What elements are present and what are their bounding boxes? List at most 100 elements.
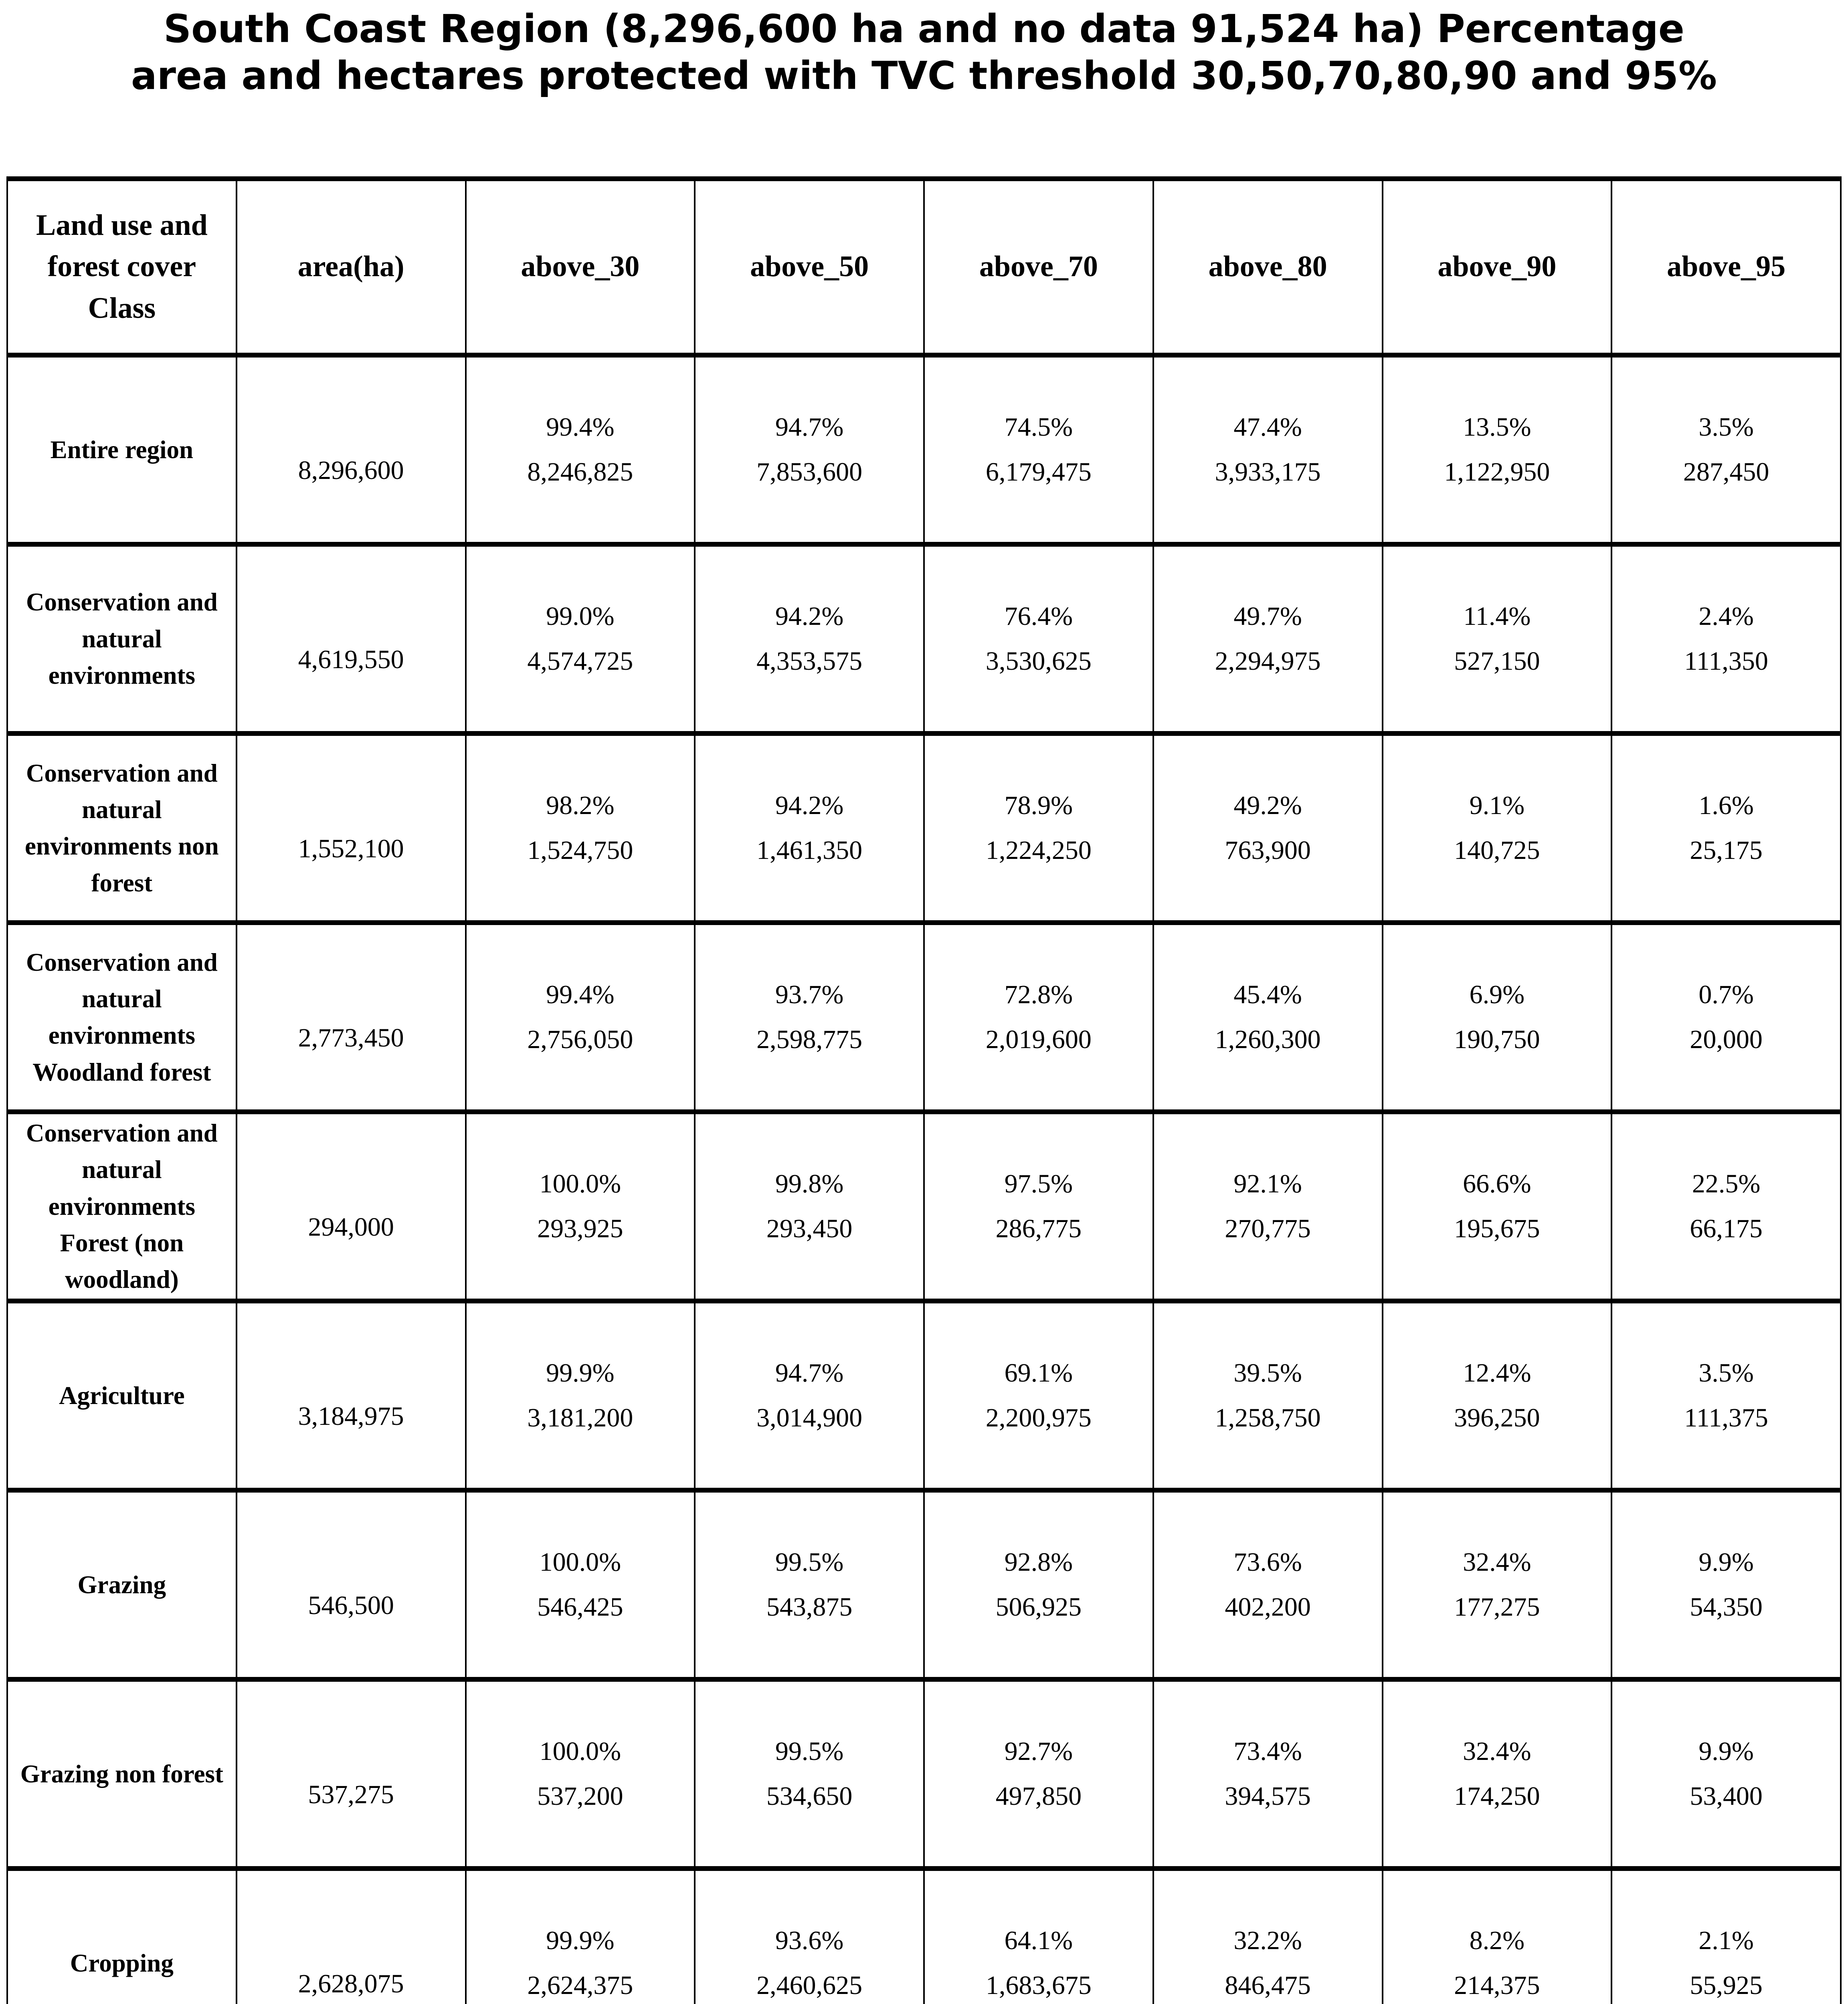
threshold-cell: 100.0% 546,425 xyxy=(465,1488,696,1682)
hectares-value: 8,246,825 xyxy=(527,457,633,487)
hectares-value: 293,450 xyxy=(766,1214,853,1244)
area-value: 2,628,075 xyxy=(298,1969,404,1999)
hectares-value: 394,575 xyxy=(1225,1782,1311,1811)
row-label: Cropping xyxy=(6,1866,237,2004)
percent-value: 9.9% xyxy=(1698,1737,1754,1766)
hectares-value: 543,875 xyxy=(766,1592,853,1622)
threshold-cell: 74.5% 6,179,475 xyxy=(923,353,1154,547)
percent-value: 92.7% xyxy=(1004,1737,1073,1766)
column-header-above_80: above_80 xyxy=(1152,176,1383,358)
percent-value: 76.4% xyxy=(1004,602,1073,631)
hectares-value: 1,224,250 xyxy=(985,836,1092,865)
threshold-cell: 2.1% 55,925 xyxy=(1611,1866,1842,2004)
hectares-value: 546,425 xyxy=(537,1592,623,1622)
hectares-value: 20,000 xyxy=(1690,1025,1763,1055)
percent-value: 73.4% xyxy=(1233,1737,1302,1766)
hectares-value: 7,853,600 xyxy=(756,457,863,487)
percent-value: 99.4% xyxy=(546,412,615,442)
hectares-value: 2,200,975 xyxy=(985,1403,1092,1433)
threshold-cell: 47.4% 3,933,175 xyxy=(1152,353,1383,547)
hectares-value: 111,375 xyxy=(1684,1403,1768,1433)
area-value: 2,773,450 xyxy=(298,1023,404,1053)
threshold-cell: 64.1% 1,683,675 xyxy=(923,1866,1154,2004)
hectares-value: 2,624,375 xyxy=(527,1971,633,2000)
percent-value: 99.4% xyxy=(546,980,615,1010)
hectares-value: 1,122,950 xyxy=(1444,457,1550,487)
percent-value: 98.2% xyxy=(546,791,615,820)
hectares-value: 174,250 xyxy=(1454,1782,1540,1811)
percent-value: 99.9% xyxy=(546,1926,615,1956)
hectares-value: 53,400 xyxy=(1690,1782,1763,1811)
percent-value: 94.7% xyxy=(775,412,844,442)
threshold-cell: 99.9% 3,181,200 xyxy=(465,1299,696,1493)
hectares-value: 1,524,750 xyxy=(527,836,633,865)
area-cell: 1,552,100 xyxy=(235,731,467,925)
threshold-cell: 3.5% 287,450 xyxy=(1611,353,1842,547)
column-header-above_95: above_95 xyxy=(1611,176,1842,358)
threshold-cell: 73.6% 402,200 xyxy=(1152,1488,1383,1682)
hectares-value: 286,775 xyxy=(995,1214,1082,1244)
hectares-value: 2,598,775 xyxy=(756,1025,863,1055)
threshold-cell: 73.4% 394,575 xyxy=(1152,1677,1383,1871)
threshold-cell: 100.0% 293,925 xyxy=(465,1109,696,1304)
percent-value: 49.2% xyxy=(1233,791,1302,820)
hectares-value: 497,850 xyxy=(995,1782,1082,1811)
hectares-value: 846,475 xyxy=(1225,1971,1311,2000)
percent-value: 47.4% xyxy=(1233,412,1302,442)
area-value: 546,500 xyxy=(308,1591,394,1620)
row-label: Entire region xyxy=(6,353,237,547)
percent-value: 99.9% xyxy=(546,1358,615,1388)
threshold-cell: 94.2% 4,353,575 xyxy=(694,542,925,736)
header-row: Land use and forest cover Class area(ha) a… xyxy=(6,176,1842,358)
threshold-cell: 99.5% 543,875 xyxy=(694,1488,925,1682)
threshold-cell: 76.4% 3,530,625 xyxy=(923,542,1154,736)
threshold-cell: 99.0% 4,574,725 xyxy=(465,542,696,736)
hectares-value: 190,750 xyxy=(1454,1025,1540,1055)
percent-value: 92.1% xyxy=(1233,1169,1302,1199)
threshold-cell: 1.6% 25,175 xyxy=(1611,731,1842,925)
percent-value: 94.2% xyxy=(775,602,844,631)
threshold-cell: 32.4% 174,250 xyxy=(1381,1677,1613,1871)
table-row: Grazing 546,500 100.0% 546,425 99.5% 543,875 9… xyxy=(6,1488,1842,1682)
threshold-cell: 69.1% 2,200,975 xyxy=(923,1299,1154,1493)
column-header-above_90: above_90 xyxy=(1381,176,1613,358)
threshold-cell: 9.9% 54,350 xyxy=(1611,1488,1842,1682)
hectares-value: 214,375 xyxy=(1454,1971,1540,2000)
area-cell: 2,628,075 xyxy=(235,1866,467,2004)
hectares-value: 1,461,350 xyxy=(756,836,863,865)
threshold-cell: 45.4% 1,260,300 xyxy=(1152,920,1383,1115)
threshold-cell: 98.2% 1,524,750 xyxy=(465,731,696,925)
area-value: 3,184,975 xyxy=(298,1402,404,1431)
threshold-cell: 0.7% 20,000 xyxy=(1611,920,1842,1115)
hectares-value: 534,650 xyxy=(766,1782,853,1811)
threshold-cell: 3.5% 111,375 xyxy=(1611,1299,1842,1493)
threshold-cell: 93.7% 2,598,775 xyxy=(694,920,925,1115)
hectares-value: 763,900 xyxy=(1225,836,1311,865)
hectares-value: 2,294,975 xyxy=(1215,646,1321,676)
table-row: Conservation and natural environments Wo… xyxy=(6,920,1842,1115)
threshold-cell: 13.5% 1,122,950 xyxy=(1381,353,1613,547)
percent-value: 49.7% xyxy=(1233,602,1302,631)
column-header-above_30: above_30 xyxy=(465,176,696,358)
percent-value: 13.5% xyxy=(1463,412,1531,442)
hectares-value: 55,925 xyxy=(1690,1971,1763,2000)
hectares-value: 111,350 xyxy=(1684,646,1768,676)
percent-value: 2.4% xyxy=(1698,602,1754,631)
percent-value: 6.9% xyxy=(1469,980,1525,1010)
threshold-cell: 99.5% 534,650 xyxy=(694,1677,925,1871)
percent-value: 93.7% xyxy=(775,980,844,1010)
percent-value: 12.4% xyxy=(1463,1358,1531,1388)
threshold-cell: 92.8% 506,925 xyxy=(923,1488,1154,1682)
hectares-value: 2,756,050 xyxy=(527,1025,633,1055)
area-cell: 294,000 xyxy=(235,1109,467,1304)
threshold-cell: 49.2% 763,900 xyxy=(1152,731,1383,925)
page-title: South Coast Region (8,296,600 ha and no … xyxy=(0,0,1848,99)
percent-value: 45.4% xyxy=(1233,980,1302,1010)
percent-value: 74.5% xyxy=(1004,412,1073,442)
percent-value: 99.5% xyxy=(775,1737,844,1766)
percent-value: 32.2% xyxy=(1233,1926,1302,1956)
hectares-value: 1,683,675 xyxy=(985,1971,1092,2000)
percent-value: 99.0% xyxy=(546,602,615,631)
percent-value: 64.1% xyxy=(1004,1926,1073,1956)
percent-value: 9.9% xyxy=(1698,1547,1754,1577)
